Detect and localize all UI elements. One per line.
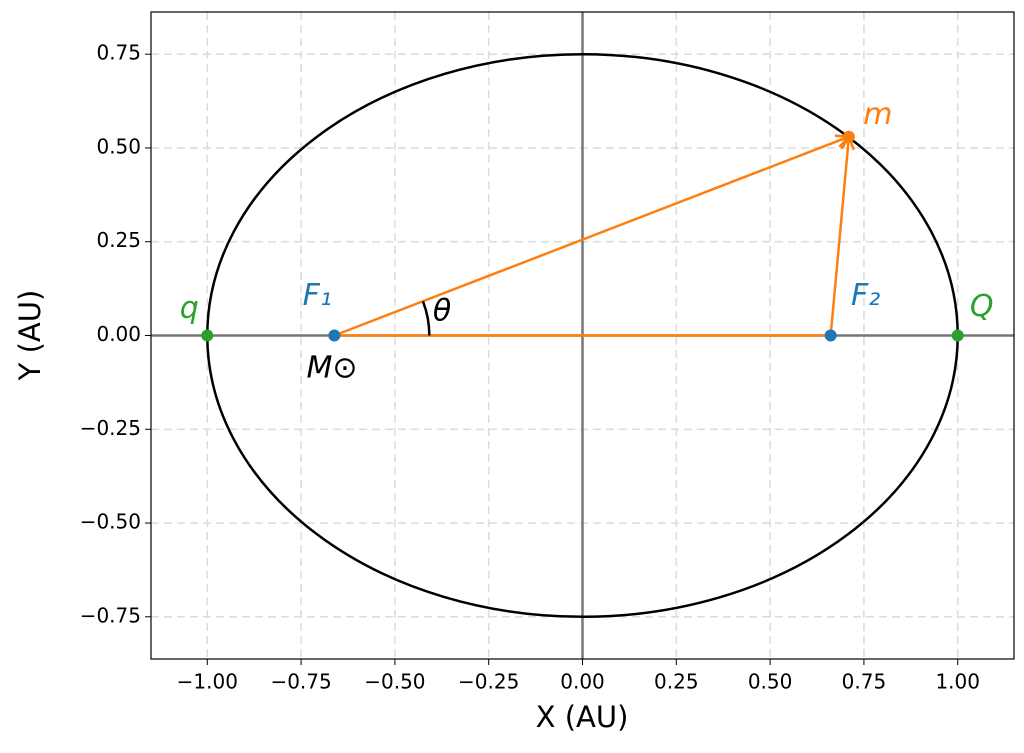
point-label: q <box>180 291 199 326</box>
point <box>842 130 855 143</box>
y-tick-label: 0.25 <box>96 228 141 252</box>
angle-label: θ <box>433 294 451 329</box>
point <box>201 329 214 342</box>
point <box>328 329 341 342</box>
x-tick-label: 0.75 <box>842 670 887 694</box>
y-tick-label: −0.25 <box>80 416 141 440</box>
x-tick-label: −0.25 <box>458 670 519 694</box>
y-tick-label: −0.75 <box>80 603 141 627</box>
x-tick-label: −0.75 <box>270 670 331 694</box>
point <box>824 329 837 342</box>
angle-arc <box>421 300 431 336</box>
plot-frame <box>150 11 1015 660</box>
point-label: Q <box>970 289 994 324</box>
y-tick-label: −0.50 <box>80 510 141 534</box>
x-tick-label: 0.25 <box>654 670 699 694</box>
point-label: m <box>863 97 892 132</box>
x-tick-label: 0.00 <box>560 670 605 694</box>
sun-label: M⊙ <box>306 351 357 386</box>
x-tick-label: −0.50 <box>364 670 425 694</box>
point-label: F₂ <box>851 278 880 313</box>
y-tick-label: 0.00 <box>96 322 141 346</box>
x-tick-label: −1.00 <box>177 670 238 694</box>
radius-vector <box>333 134 852 337</box>
point <box>951 329 964 342</box>
y-tick-label: 0.50 <box>96 134 141 158</box>
x-tick-label: 1.00 <box>935 670 980 694</box>
x-tick-label: 0.50 <box>748 670 793 694</box>
y-axis-label: Y (AU) <box>13 290 47 382</box>
y-tick-label: 0.75 <box>96 41 141 65</box>
x-axis-label: X (AU) <box>536 700 629 734</box>
point-label: F₁ <box>303 278 332 313</box>
